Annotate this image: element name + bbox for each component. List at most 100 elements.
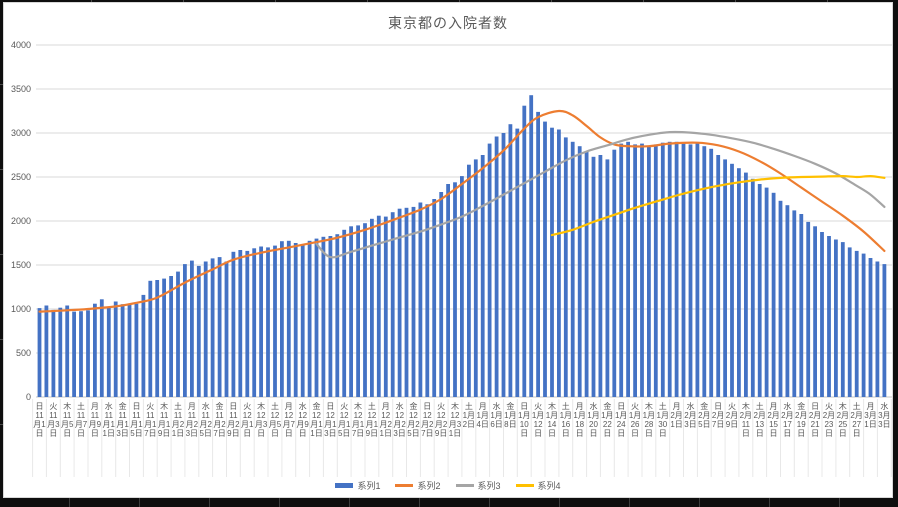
bar[interactable] bbox=[376, 215, 381, 397]
bar[interactable] bbox=[674, 141, 679, 397]
bar[interactable] bbox=[453, 182, 457, 397]
bar[interactable] bbox=[141, 294, 146, 397]
bar[interactable] bbox=[190, 260, 194, 397]
bar[interactable] bbox=[383, 216, 388, 397]
bar[interactable] bbox=[356, 225, 360, 397]
bar[interactable] bbox=[134, 303, 139, 397]
bar[interactable] bbox=[723, 159, 727, 397]
bar[interactable] bbox=[79, 311, 83, 397]
bar[interactable] bbox=[882, 264, 887, 397]
bar[interactable] bbox=[840, 242, 845, 397]
bar[interactable] bbox=[598, 155, 603, 397]
bar[interactable] bbox=[176, 271, 180, 397]
bar[interactable] bbox=[106, 307, 111, 397]
bar[interactable] bbox=[425, 204, 430, 397]
chart-title[interactable]: 東京都の入院者数 bbox=[388, 15, 508, 31]
bar[interactable] bbox=[591, 156, 596, 397]
bar[interactable] bbox=[44, 305, 49, 398]
bar[interactable] bbox=[314, 238, 319, 397]
bar[interactable] bbox=[515, 128, 520, 397]
bar[interactable] bbox=[411, 206, 416, 397]
bar[interactable] bbox=[522, 105, 527, 397]
bar[interactable] bbox=[688, 144, 693, 397]
bar[interactable] bbox=[861, 253, 866, 397]
bar[interactable] bbox=[266, 247, 270, 397]
bar[interactable] bbox=[653, 144, 658, 397]
bar[interactable] bbox=[660, 142, 665, 397]
bar[interactable] bbox=[854, 250, 859, 397]
bar[interactable] bbox=[764, 187, 769, 397]
bar[interactable] bbox=[494, 136, 499, 398]
bar[interactable] bbox=[286, 240, 291, 397]
bar[interactable] bbox=[501, 133, 506, 397]
bar[interactable] bbox=[418, 202, 423, 398]
bar[interactable] bbox=[813, 226, 817, 397]
bar[interactable] bbox=[771, 192, 776, 397]
bar[interactable] bbox=[245, 250, 250, 397]
bar[interactable] bbox=[757, 184, 762, 397]
bar[interactable] bbox=[827, 236, 831, 397]
bar[interactable] bbox=[529, 95, 534, 397]
bar[interactable] bbox=[868, 258, 873, 397]
bar[interactable] bbox=[446, 184, 450, 397]
bar[interactable] bbox=[99, 299, 104, 397]
bar[interactable] bbox=[508, 124, 513, 397]
bar[interactable] bbox=[716, 155, 721, 397]
bar[interactable] bbox=[667, 141, 672, 397]
bar[interactable] bbox=[536, 111, 540, 398]
bar[interactable] bbox=[778, 200, 783, 397]
bar[interactable] bbox=[487, 143, 492, 397]
bar[interactable] bbox=[432, 199, 437, 397]
bar[interactable] bbox=[231, 251, 236, 397]
bar[interactable] bbox=[473, 159, 478, 397]
legend-item-系列3[interactable]: 系列3 bbox=[455, 479, 501, 492]
bar[interactable] bbox=[570, 141, 575, 397]
bar[interactable] bbox=[577, 146, 582, 397]
bar[interactable] bbox=[51, 309, 56, 397]
bar[interactable] bbox=[390, 212, 395, 397]
bar[interactable] bbox=[300, 244, 305, 397]
bar[interactable] bbox=[750, 178, 755, 397]
bar[interactable] bbox=[349, 226, 353, 397]
bar[interactable] bbox=[280, 241, 284, 397]
bar[interactable] bbox=[612, 149, 617, 397]
bar[interactable] bbox=[155, 280, 160, 397]
bar[interactable] bbox=[120, 304, 125, 397]
bar[interactable] bbox=[328, 236, 333, 397]
bar[interactable] bbox=[744, 172, 748, 397]
bar[interactable] bbox=[93, 303, 97, 397]
bar[interactable] bbox=[681, 143, 686, 397]
bar[interactable] bbox=[252, 248, 257, 397]
bar[interactable] bbox=[404, 207, 409, 397]
bar[interactable] bbox=[640, 143, 644, 397]
bar[interactable] bbox=[709, 148, 714, 397]
bar[interactable] bbox=[557, 129, 561, 398]
bar[interactable] bbox=[259, 246, 263, 398]
bar[interactable] bbox=[397, 208, 402, 397]
bar[interactable] bbox=[113, 301, 118, 398]
bar[interactable] bbox=[820, 232, 824, 397]
bar[interactable] bbox=[695, 142, 700, 397]
bar[interactable] bbox=[633, 144, 637, 397]
bar[interactable] bbox=[342, 229, 347, 397]
bar[interactable] bbox=[307, 240, 312, 397]
bar[interactable] bbox=[293, 243, 298, 397]
bar[interactable] bbox=[460, 176, 464, 397]
bar[interactable] bbox=[127, 305, 132, 397]
bar[interactable] bbox=[210, 258, 215, 397]
series-line-系列2[interactable] bbox=[38, 109, 886, 313]
legend-item-系列4[interactable]: 系列4 bbox=[515, 479, 561, 492]
legend[interactable]: 系列1 系列2 系列3 系列4 bbox=[4, 479, 892, 492]
bar[interactable] bbox=[363, 223, 367, 397]
bar[interactable] bbox=[58, 307, 63, 397]
bar[interactable] bbox=[584, 151, 589, 398]
bar[interactable] bbox=[467, 164, 471, 397]
bar[interactable] bbox=[148, 280, 153, 397]
bar[interactable] bbox=[806, 221, 811, 397]
bar[interactable] bbox=[875, 261, 880, 398]
bar[interactable] bbox=[785, 205, 790, 397]
bar[interactable] bbox=[162, 278, 166, 397]
bar[interactable] bbox=[563, 137, 568, 397]
chart-object[interactable]: 東京都の入院者数 0 500 1000 1500 2000 2500 3000 3500 400… bbox=[3, 2, 893, 498]
series-line-系列4[interactable] bbox=[550, 174, 886, 237]
